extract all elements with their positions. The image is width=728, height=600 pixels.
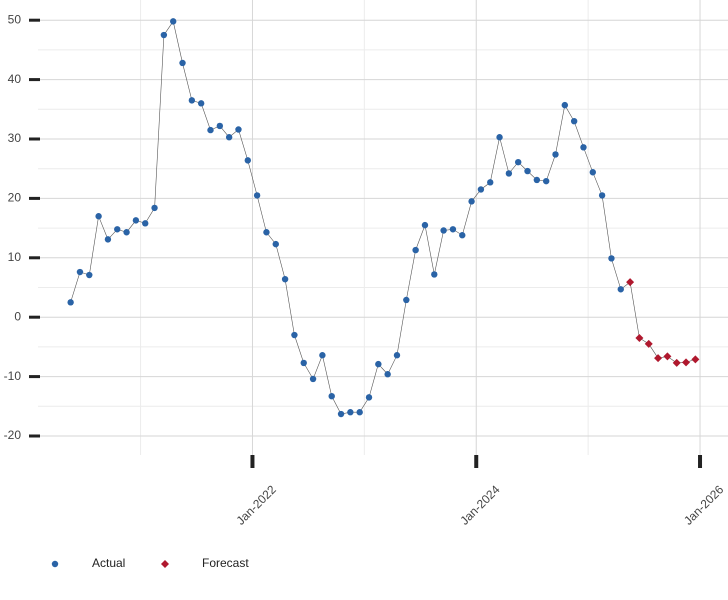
- data-point: [393, 352, 401, 359]
- data-point: [95, 213, 102, 220]
- data-point: [76, 268, 84, 276]
- data-point: [561, 101, 569, 109]
- forecast-point: [635, 333, 644, 342]
- data-point: [132, 217, 140, 224]
- legend-label: Actual: [92, 556, 125, 570]
- legend-marker: [161, 560, 169, 568]
- data-point: [160, 31, 168, 39]
- data-point: [263, 229, 270, 236]
- data-point: [505, 170, 513, 177]
- data-point: [328, 392, 335, 400]
- data-point: [337, 410, 345, 418]
- data-point: [515, 158, 522, 166]
- data-point: [403, 296, 410, 304]
- data-point: [496, 134, 503, 141]
- y-tick-label: 10: [8, 250, 22, 264]
- data-point: [421, 221, 429, 229]
- data-point: [524, 167, 531, 175]
- legend-marker: [51, 560, 59, 568]
- data-point: [123, 229, 130, 236]
- data-point: [347, 409, 354, 416]
- data-point: [253, 192, 261, 199]
- data-point: [225, 134, 233, 141]
- y-tick-label: 50: [8, 12, 22, 26]
- data-point: [356, 409, 363, 416]
- data-point: [300, 359, 307, 367]
- forecast-point: [654, 354, 663, 363]
- x-tick-label: Jan-2024: [457, 482, 503, 528]
- data-point: [542, 177, 550, 185]
- data-point: [86, 271, 93, 279]
- data-point: [440, 227, 447, 234]
- data-point: [375, 360, 382, 368]
- data-point: [197, 100, 205, 107]
- data-point: [207, 126, 214, 134]
- y-tick-label: 30: [8, 131, 22, 145]
- data-point: [319, 352, 326, 359]
- y-tick-label: -10: [4, 369, 22, 383]
- data-point: [608, 255, 615, 262]
- data-point: [468, 198, 475, 205]
- data-point: [114, 226, 121, 233]
- forecast-point: [672, 358, 681, 367]
- data-point: [365, 394, 373, 401]
- legend-label: Forecast: [202, 556, 249, 570]
- data-point: [281, 275, 289, 283]
- forecast-point: [682, 358, 691, 367]
- data-point: [67, 299, 74, 306]
- data-point: [589, 169, 596, 176]
- forecast-point: [691, 355, 700, 364]
- data-point: [151, 204, 158, 212]
- forecast-point: [644, 339, 653, 348]
- data-point: [216, 122, 224, 130]
- y-tick-label: 20: [8, 191, 22, 205]
- data-point: [533, 176, 541, 184]
- data-point: [477, 186, 485, 193]
- data-point: [235, 126, 242, 133]
- data-point: [384, 371, 391, 378]
- y-tick-label: 0: [14, 309, 21, 323]
- data-point: [617, 286, 624, 293]
- x-tick-label: Jan-2026: [681, 482, 727, 528]
- data-point: [244, 157, 251, 164]
- data-point: [188, 97, 196, 104]
- data-point: [272, 240, 279, 248]
- forecast-point: [663, 352, 672, 361]
- data-point: [170, 18, 177, 25]
- data-point: [580, 144, 587, 151]
- data-point: [179, 59, 186, 67]
- data-point: [431, 271, 438, 278]
- x-tick-label: Jan-2022: [234, 482, 280, 528]
- data-point: [291, 331, 298, 339]
- legend: Actual Forecast: [51, 556, 249, 570]
- data-point: [487, 179, 494, 186]
- forecast-point: [626, 278, 635, 287]
- data-point: [449, 226, 457, 233]
- data-point: [104, 236, 112, 243]
- data-point: [598, 192, 606, 199]
- data-point: [412, 246, 419, 254]
- data-point: [142, 220, 149, 227]
- y-tick-label: -20: [4, 428, 22, 442]
- data-point: [552, 151, 559, 158]
- connecting-line: [70, 20, 696, 415]
- data-point: [309, 375, 317, 383]
- data-point: [459, 232, 466, 239]
- y-tick-label: 40: [8, 72, 22, 86]
- data-point: [570, 117, 578, 125]
